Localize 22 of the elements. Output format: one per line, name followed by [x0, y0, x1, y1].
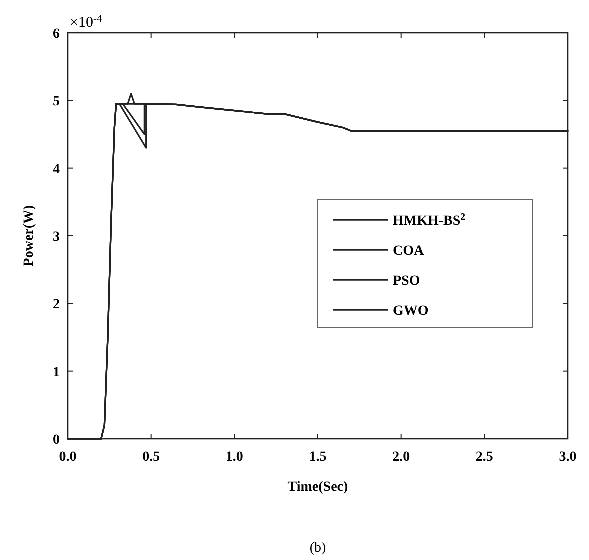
- y-tick-label: 3: [53, 230, 60, 245]
- x-axis-title: Time(Sec): [288, 480, 349, 495]
- x-tick-label: 0.5: [142, 450, 160, 465]
- legend-label: PSO: [393, 274, 420, 289]
- legend-label: HMKH-BS$^{2}$: [393, 212, 466, 229]
- x-tick-label: 2.0: [392, 450, 410, 465]
- x-tick-label: 3.0: [559, 450, 577, 465]
- y-tick-label: 1: [53, 365, 60, 380]
- y-tick-label: 4: [53, 162, 60, 178]
- x-tick-label: 2.5: [476, 450, 494, 465]
- legend-label: GWO: [393, 304, 429, 319]
- text: (b): [310, 541, 326, 556]
- y-tick-label: 5: [53, 94, 60, 110]
- y-axis-title: Power(W): [22, 204, 37, 267]
- x-tick-label: 1.5: [309, 450, 327, 465]
- text: ×10$^{-4}$: [70, 14, 103, 31]
- y-tick-label: 0: [53, 433, 60, 448]
- x-tick-label: 0.0: [59, 450, 77, 465]
- y-tick-label: 2: [53, 298, 60, 313]
- x-tick-label: 1.0: [226, 450, 244, 465]
- legend-label: COA: [393, 244, 425, 259]
- y-tick-label: 6: [53, 27, 60, 42]
